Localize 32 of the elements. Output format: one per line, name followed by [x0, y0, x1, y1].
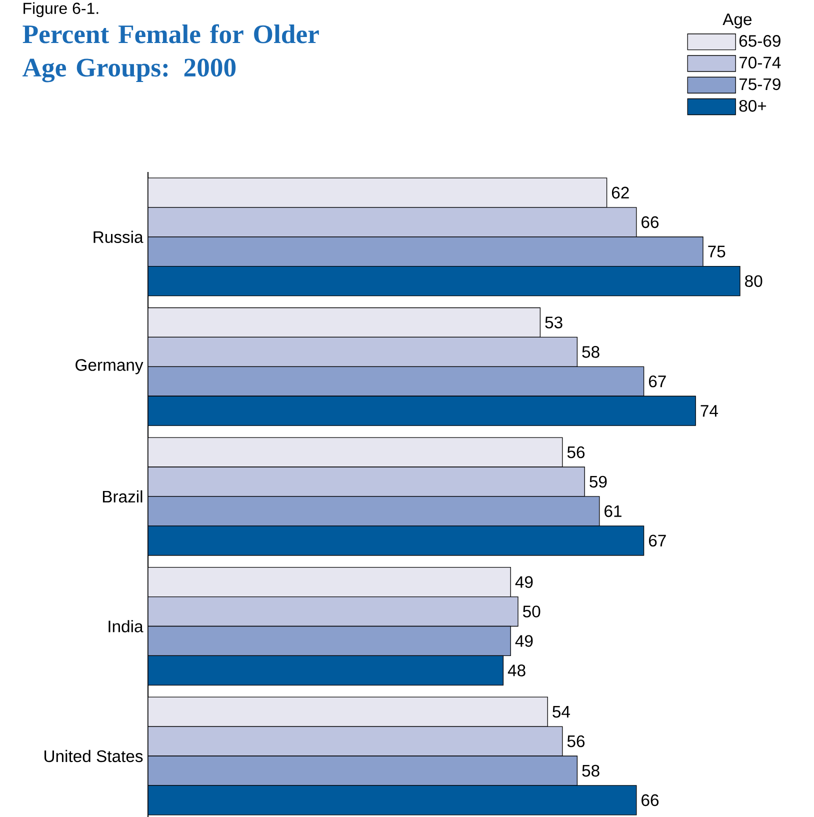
data-label: 56 — [567, 735, 585, 748]
data-label: 58 — [582, 346, 600, 358]
legend-label: 75-79 — [739, 78, 780, 90]
data-label: 48 — [508, 664, 526, 676]
data-label: 49 — [515, 576, 533, 588]
chart-title: Percent Female for Older Age Groups: 2000 — [22, 24, 319, 82]
legend-title: Age — [722, 14, 752, 28]
data-label: 59 — [590, 476, 607, 488]
data-label: 54 — [552, 706, 570, 718]
data-label: 67 — [648, 376, 666, 388]
caption: Figure 6-1. — [24, 2, 98, 18]
data-label: 61 — [604, 505, 622, 518]
data-label: 80 — [745, 275, 762, 287]
data-label: 53 — [545, 316, 562, 328]
data-label: 66 — [642, 216, 659, 228]
data-label: 67 — [648, 534, 666, 547]
data-label: 75 — [708, 246, 726, 258]
legend-label: 80+ — [739, 100, 766, 112]
y-tick-label: Russia — [94, 230, 144, 244]
y-tick-label: Brazil — [102, 490, 142, 503]
data-label: 62 — [612, 186, 629, 199]
y-tick-label: United States — [44, 750, 143, 762]
data-label: 74 — [700, 405, 718, 417]
data-label: 49 — [515, 635, 533, 647]
data-label: 50 — [523, 606, 540, 618]
legend-label: 65-69 — [739, 35, 780, 47]
y-tick-label: India — [108, 620, 144, 632]
data-label: 56 — [567, 446, 585, 458]
data-label: 66 — [642, 794, 659, 806]
legend-label: 70-74 — [739, 56, 781, 68]
data-label: 58 — [582, 764, 600, 777]
y-tick-label: Germany — [76, 359, 144, 374]
